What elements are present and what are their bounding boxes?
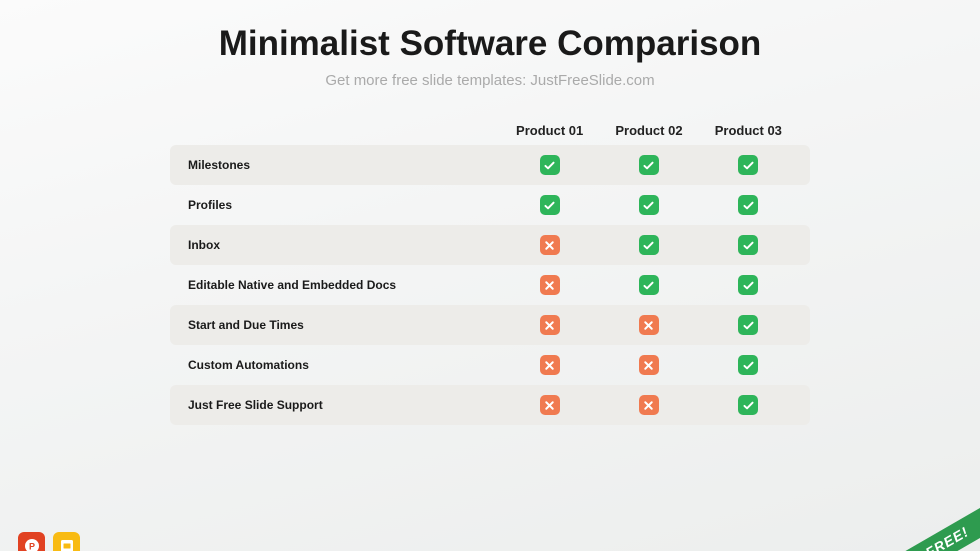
mark-cell	[500, 235, 599, 255]
powerpoint-icon: P	[18, 532, 45, 551]
table-row: Just Free Slide Support	[170, 385, 810, 425]
check-icon	[738, 235, 758, 255]
check-icon	[639, 275, 659, 295]
mark-cell	[699, 235, 798, 255]
mark-cell	[599, 155, 698, 175]
app-icons-group: P	[18, 532, 80, 551]
cross-icon	[639, 355, 659, 375]
cross-icon	[540, 395, 560, 415]
mark-cell	[599, 195, 698, 215]
check-icon	[738, 155, 758, 175]
feature-label: Start and Due Times	[182, 318, 500, 332]
check-icon	[639, 155, 659, 175]
table-row: Inbox	[170, 225, 810, 265]
table-row: Editable Native and Embedded Docs	[170, 265, 810, 305]
mark-cell	[500, 275, 599, 295]
check-icon	[738, 195, 758, 215]
feature-label: Inbox	[182, 238, 500, 252]
mark-cell	[699, 355, 798, 375]
svg-text:P: P	[28, 541, 34, 551]
mark-cell	[599, 315, 698, 335]
check-icon	[738, 355, 758, 375]
free-ribbon: FREE!	[876, 493, 980, 551]
check-icon	[738, 315, 758, 335]
mark-cell	[599, 395, 698, 415]
mark-cell	[599, 235, 698, 255]
mark-cell	[599, 355, 698, 375]
feature-label: Profiles	[182, 198, 500, 212]
mark-cell	[500, 315, 599, 335]
mark-cell	[500, 195, 599, 215]
table-row: Milestones	[170, 145, 810, 185]
mark-cell	[500, 355, 599, 375]
cross-icon	[639, 315, 659, 335]
mark-cell	[699, 195, 798, 215]
mark-cell	[699, 275, 798, 295]
product-header-3: Product 03	[699, 123, 798, 138]
cross-icon	[540, 355, 560, 375]
check-icon	[738, 395, 758, 415]
check-icon	[738, 275, 758, 295]
page-subtitle: Get more free slide templates: JustFreeS…	[0, 72, 980, 89]
mark-cell	[699, 155, 798, 175]
cross-icon	[540, 315, 560, 335]
table-row: Custom Automations	[170, 345, 810, 385]
mark-cell	[500, 395, 599, 415]
comparison-table: Product 01 Product 02 Product 03 Milesto…	[170, 115, 810, 425]
mark-cell	[699, 395, 798, 415]
check-icon	[540, 195, 560, 215]
mark-cell	[699, 315, 798, 335]
product-header-1: Product 01	[500, 123, 599, 138]
product-header-2: Product 02	[599, 123, 698, 138]
cross-icon	[540, 235, 560, 255]
table-row: Profiles	[170, 185, 810, 225]
feature-label: Custom Automations	[182, 358, 500, 372]
mark-cell	[500, 155, 599, 175]
cross-icon	[540, 275, 560, 295]
check-icon	[540, 155, 560, 175]
cross-icon	[639, 395, 659, 415]
feature-label: Milestones	[182, 158, 500, 172]
feature-label: Editable Native and Embedded Docs	[182, 278, 500, 292]
table-header-row: Product 01 Product 02 Product 03	[170, 115, 810, 145]
check-icon	[639, 195, 659, 215]
table-row: Start and Due Times	[170, 305, 810, 345]
mark-cell	[599, 275, 698, 295]
slides-icon	[53, 532, 80, 551]
feature-label: Just Free Slide Support	[182, 398, 500, 412]
page-title: Minimalist Software Comparison	[0, 24, 980, 64]
check-icon	[639, 235, 659, 255]
